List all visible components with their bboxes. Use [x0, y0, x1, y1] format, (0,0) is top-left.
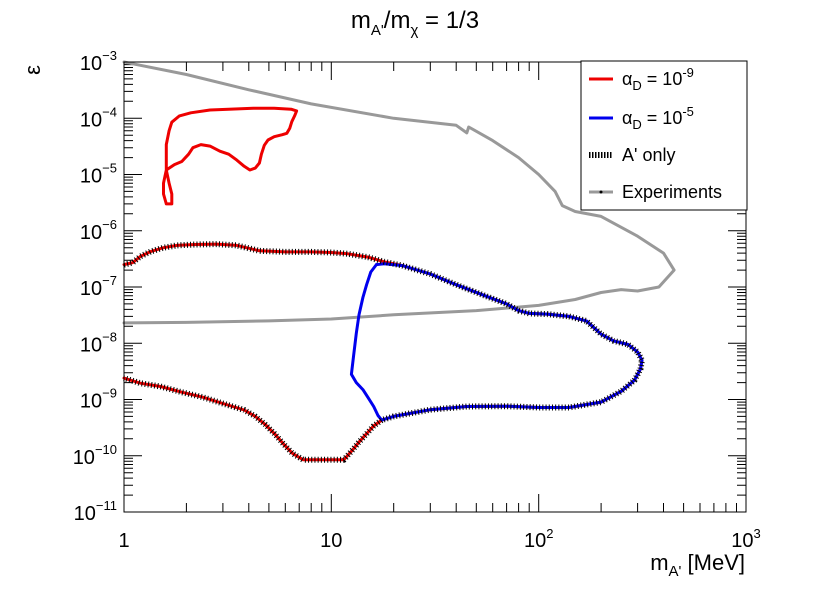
x-tick-label: 103 — [731, 526, 760, 552]
legend-swatch-experiments-marker — [599, 190, 603, 194]
axis-tick-labels: 1 10 102 103 10−3 10−4 10−5 10−6 10−7 10−8 10−9 10−… — [73, 48, 761, 552]
series-line-alphaD-1e-9 — [122, 242, 404, 268]
legend-label-experiments: Experiments — [622, 182, 722, 202]
legend-label-alphaD-1e-9: αD = 10-9 — [622, 65, 694, 93]
y-tick-label: 10−10 — [73, 442, 117, 469]
legend: αD = 10-9 αD = 10-5 A' only Experiments — [580, 60, 748, 211]
y-axis-label: ε — [20, 65, 45, 75]
series-line-aprime-only — [123, 241, 645, 463]
y-tick-label: 10−4 — [80, 104, 117, 131]
series-line-alphaD-1e-5 — [349, 262, 644, 422]
series-line-alphaD-1e-9 — [122, 264, 644, 462]
y-tick-label: 10−6 — [80, 217, 117, 244]
legend-box — [580, 60, 748, 211]
y-tick-label: 10−11 — [74, 498, 117, 525]
x-axis-label: mA' [MeV] — [650, 550, 745, 580]
chart-title: mA'/mχ = 1/3 — [351, 7, 479, 39]
y-tick-label: 10−3 — [80, 48, 117, 75]
series-line-alphaD-1e-9 — [162, 106, 299, 206]
plot-frame — [123, 61, 747, 513]
y-tick-label: 10−9 — [80, 386, 117, 413]
series-line-experiments — [122, 60, 676, 325]
x-tick-label: 10 — [320, 530, 342, 552]
series-layer — [122, 60, 676, 463]
y-tick-label: 10−5 — [80, 161, 117, 188]
x-tick-label: 1 — [118, 530, 129, 552]
y-tick-label: 10−8 — [80, 329, 117, 356]
x-tick-label: 102 — [524, 526, 553, 552]
legend-label-alphaD-1e-5: αD = 10-5 — [622, 104, 694, 132]
y-tick-label: 10−7 — [80, 273, 117, 300]
legend-label-aprime-only: A' only — [622, 145, 675, 165]
